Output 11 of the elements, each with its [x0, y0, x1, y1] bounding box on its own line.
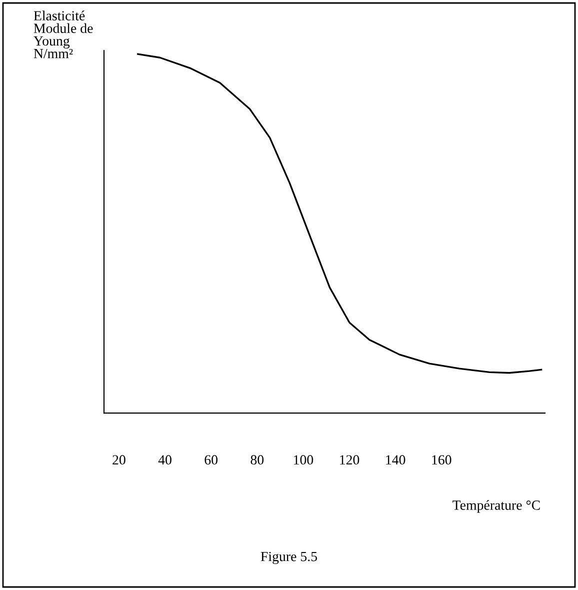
x-axis-title: Température °C	[452, 500, 540, 513]
y-axis-title: Elasticité Module de Young N/mm²	[34, 10, 93, 58]
x-tick-label: 20	[112, 455, 126, 465]
caption: Figure 5.5	[260, 552, 318, 564]
x-tick-label: 100	[294, 455, 314, 465]
x-tick-label: 160	[432, 455, 452, 465]
x-tick-label: 120	[340, 455, 360, 465]
x-tick-label: 60	[204, 455, 218, 465]
x-tick-label: 140	[386, 455, 406, 465]
x-tick-label: 80	[250, 455, 264, 465]
x-tick-label: 40	[158, 455, 172, 465]
